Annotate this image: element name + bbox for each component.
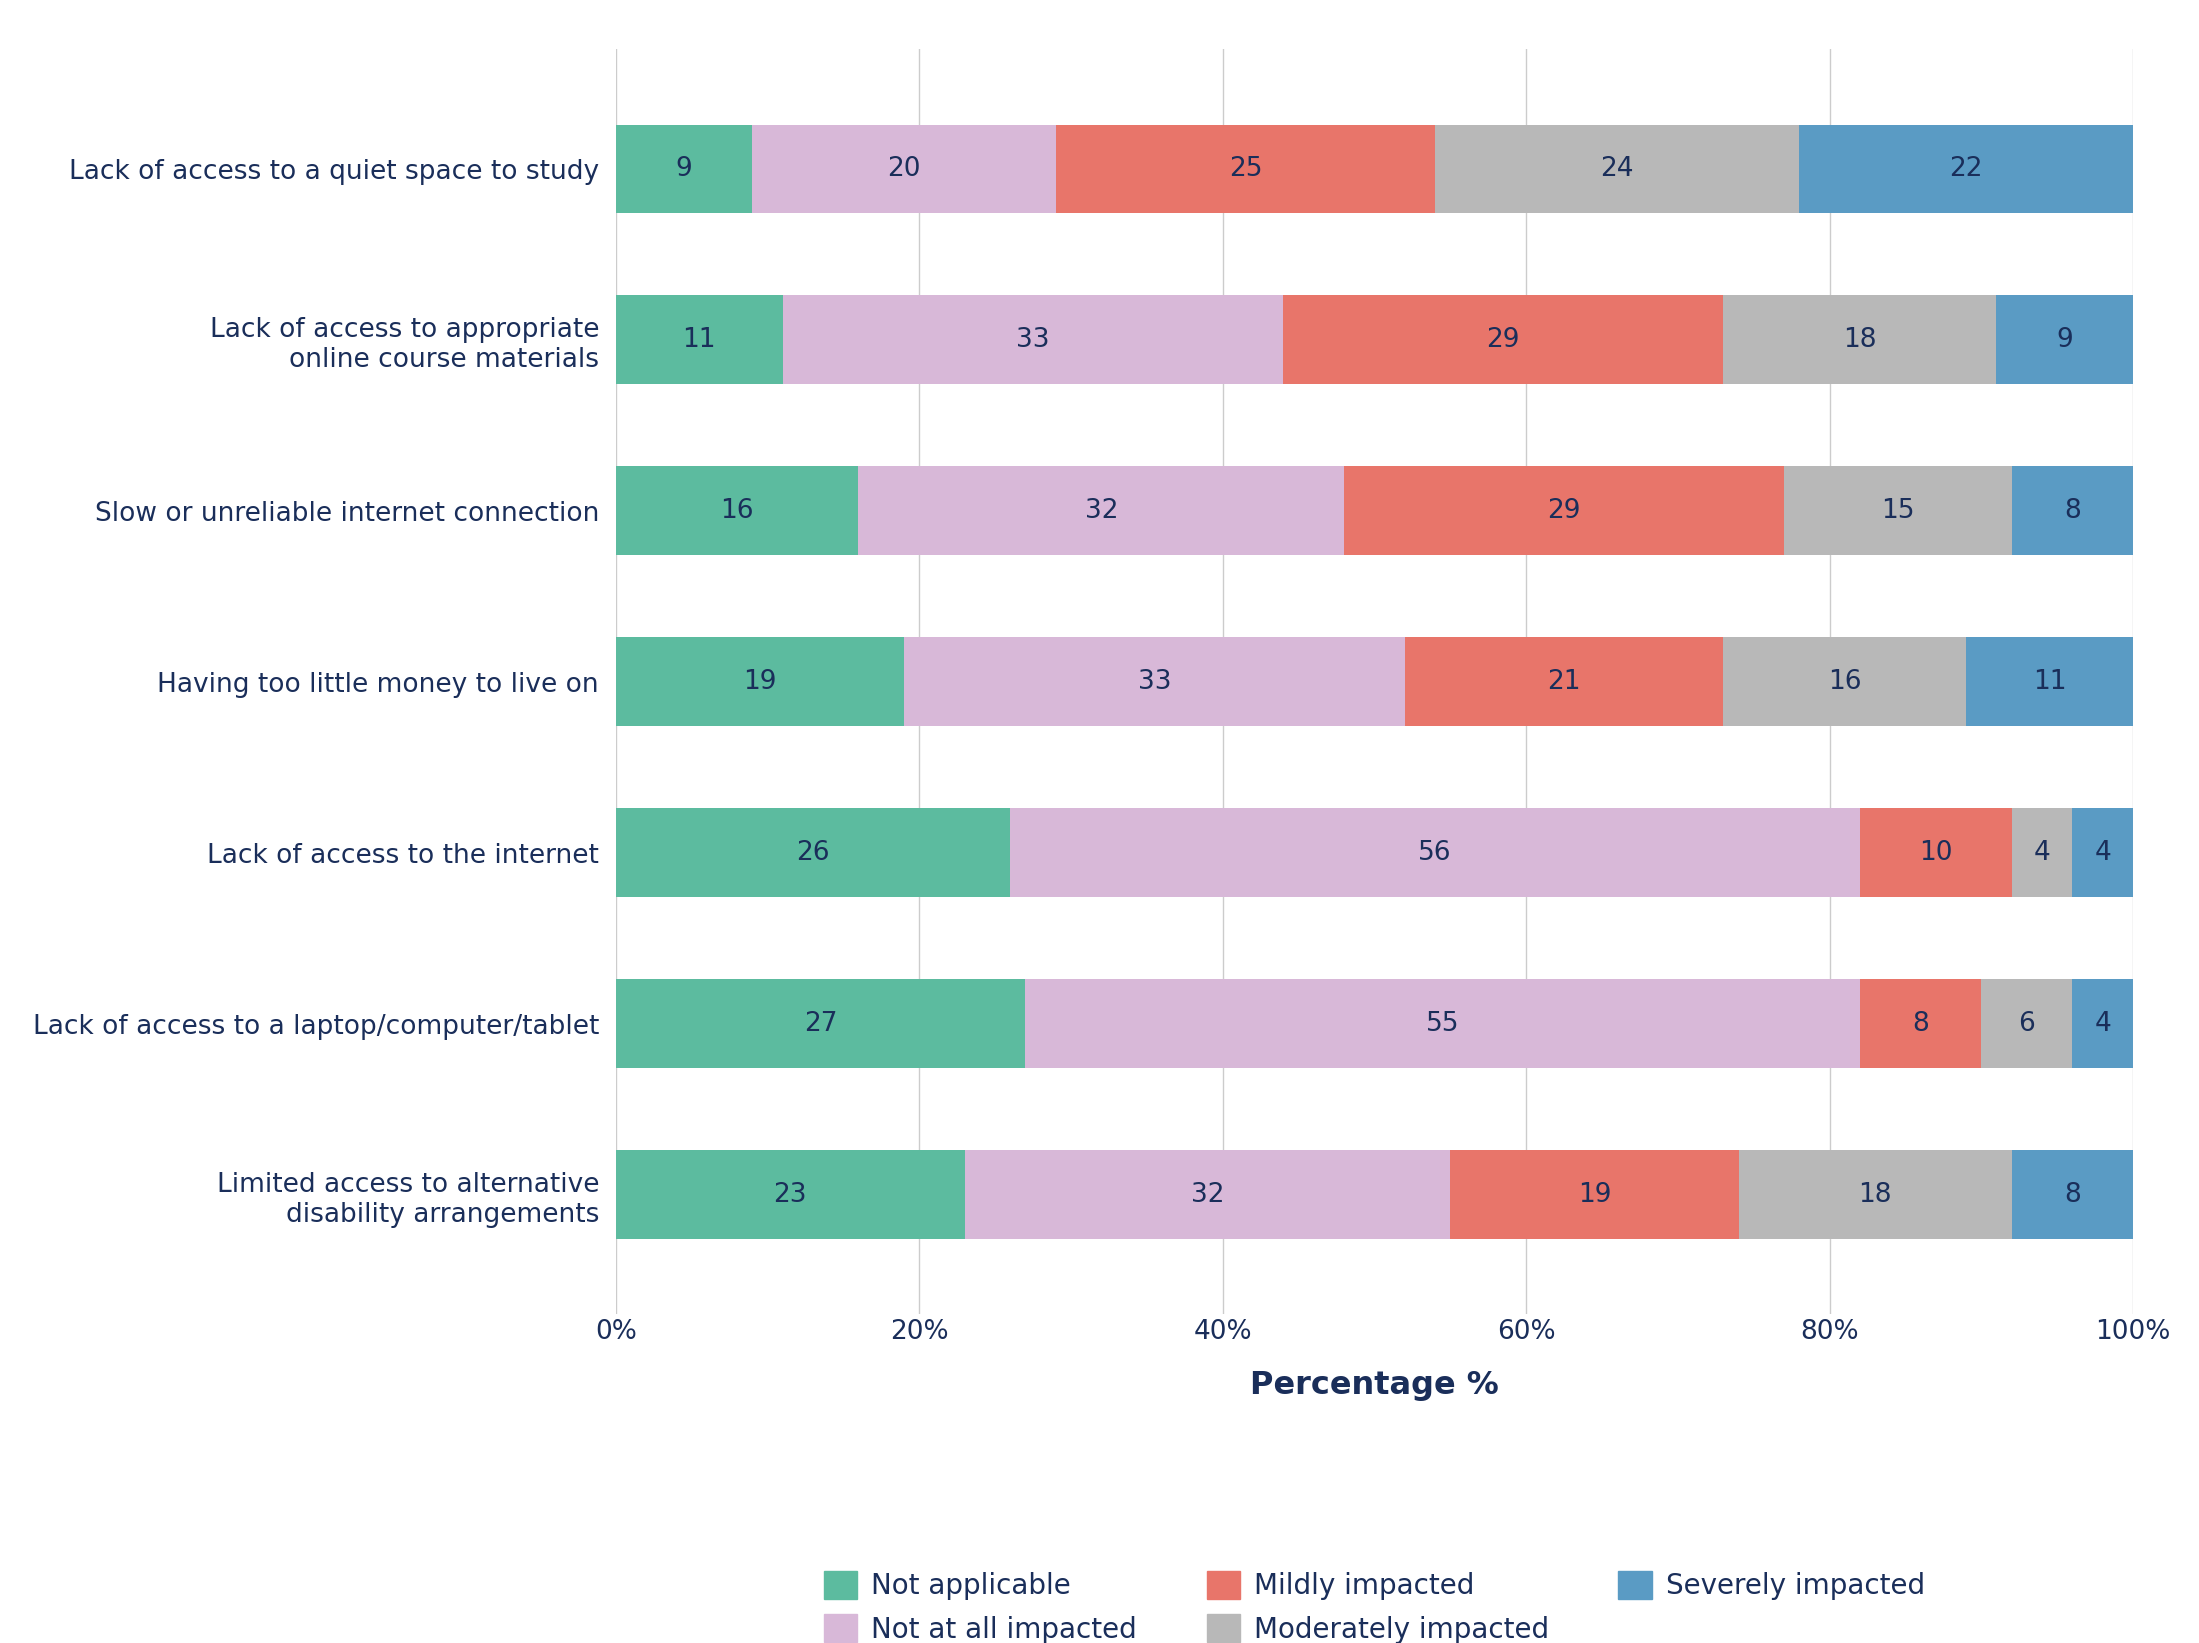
Text: 29: 29 xyxy=(1548,498,1581,524)
Text: 21: 21 xyxy=(1548,669,1581,695)
Text: 32: 32 xyxy=(1084,498,1117,524)
Text: 56: 56 xyxy=(1418,840,1451,866)
Text: 32: 32 xyxy=(1190,1181,1225,1208)
Text: 6: 6 xyxy=(2019,1010,2036,1037)
Text: 33: 33 xyxy=(1137,669,1172,695)
Text: 23: 23 xyxy=(774,1181,807,1208)
Bar xyxy=(1860,979,1981,1068)
Bar xyxy=(1724,296,1997,384)
Bar xyxy=(965,1150,1451,1239)
Text: 8: 8 xyxy=(1913,1010,1929,1037)
Bar xyxy=(1284,296,1724,384)
Text: 4: 4 xyxy=(2093,1010,2111,1037)
Bar xyxy=(1966,637,2133,726)
Text: 25: 25 xyxy=(1229,156,1262,182)
Bar xyxy=(2012,808,2071,897)
Text: 33: 33 xyxy=(1016,327,1049,353)
Text: 8: 8 xyxy=(2065,498,2080,524)
Bar xyxy=(1025,979,1860,1068)
Text: 19: 19 xyxy=(743,669,776,695)
Bar xyxy=(1009,808,1860,897)
Bar xyxy=(1799,125,2133,214)
Text: 20: 20 xyxy=(886,156,921,182)
Text: 16: 16 xyxy=(1827,669,1863,695)
Bar xyxy=(2071,808,2133,897)
Text: 4: 4 xyxy=(2034,840,2049,866)
Bar xyxy=(1405,637,1724,726)
Text: 16: 16 xyxy=(721,498,754,524)
Text: 15: 15 xyxy=(1880,498,1915,524)
Text: 29: 29 xyxy=(1487,327,1520,353)
Text: 11: 11 xyxy=(2032,669,2067,695)
Bar xyxy=(783,296,1284,384)
Text: 27: 27 xyxy=(805,1010,838,1037)
Text: 10: 10 xyxy=(1920,840,1953,866)
Bar xyxy=(1436,125,1799,214)
Bar xyxy=(616,979,1025,1068)
Bar xyxy=(616,467,858,555)
Bar xyxy=(616,296,783,384)
Text: 18: 18 xyxy=(1843,327,1876,353)
Text: 9: 9 xyxy=(675,156,693,182)
Bar xyxy=(2071,979,2133,1068)
Bar xyxy=(1451,1150,1739,1239)
Bar xyxy=(616,1150,965,1239)
Legend: Not applicable, Not at all impacted, Mildly impacted, Moderately impacted, Sever: Not applicable, Not at all impacted, Mil… xyxy=(814,1559,1935,1643)
Bar xyxy=(2012,1150,2133,1239)
Bar xyxy=(1344,467,1783,555)
Bar xyxy=(1783,467,2012,555)
Bar xyxy=(616,125,752,214)
Bar xyxy=(1739,1150,2012,1239)
Bar xyxy=(1724,637,1966,726)
Bar xyxy=(858,467,1344,555)
Text: 8: 8 xyxy=(2065,1181,2080,1208)
Text: 19: 19 xyxy=(1577,1181,1612,1208)
Bar xyxy=(616,808,1009,897)
Text: 22: 22 xyxy=(1948,156,1983,182)
Text: 18: 18 xyxy=(1858,1181,1891,1208)
Bar xyxy=(2012,467,2133,555)
Bar xyxy=(752,125,1056,214)
Bar xyxy=(1056,125,1436,214)
Text: 26: 26 xyxy=(796,840,829,866)
X-axis label: Percentage %: Percentage % xyxy=(1249,1370,1500,1401)
Bar xyxy=(1997,296,2133,384)
Text: 4: 4 xyxy=(2093,840,2111,866)
Bar xyxy=(616,637,904,726)
Text: 55: 55 xyxy=(1425,1010,1460,1037)
Text: 24: 24 xyxy=(1601,156,1634,182)
Text: 11: 11 xyxy=(682,327,717,353)
Bar xyxy=(1981,979,2071,1068)
Text: 9: 9 xyxy=(2056,327,2074,353)
Bar xyxy=(904,637,1405,726)
Bar xyxy=(1860,808,2012,897)
